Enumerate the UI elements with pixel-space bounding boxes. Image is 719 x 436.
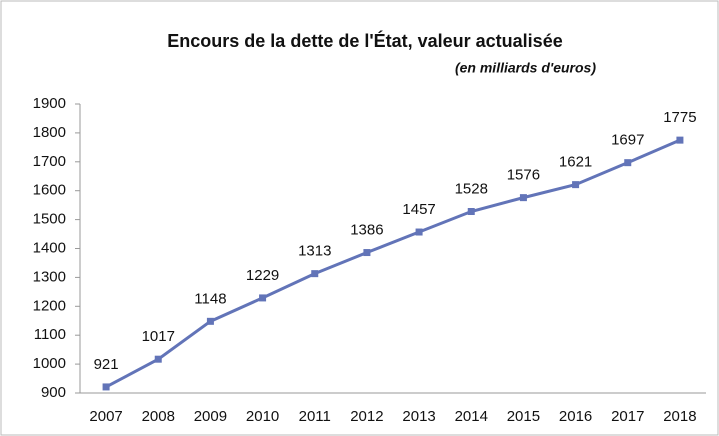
x-tick-label: 2011 [299, 408, 331, 425]
x-tick-label: 2009 [194, 408, 227, 425]
data-label: 1148 [194, 290, 226, 307]
x-tick-label: 2018 [663, 408, 696, 425]
x-tick-label: 2014 [455, 408, 488, 425]
data-label: 1621 [559, 154, 592, 171]
y-tick-label: 1800 [33, 124, 66, 141]
x-tick-label: 2013 [402, 408, 435, 425]
y-tick-label: 1400 [33, 239, 66, 256]
data-point [572, 181, 580, 189]
data-label: 1528 [455, 180, 488, 197]
data-label: 1313 [298, 243, 331, 260]
data-point [415, 228, 423, 236]
x-tick-label: 2015 [507, 408, 540, 425]
data-point [102, 383, 110, 391]
data-line [105, 138, 681, 389]
data-label: 1386 [350, 222, 383, 239]
data-label: 1576 [507, 167, 540, 184]
data-label: 1017 [142, 328, 175, 345]
data-point [676, 136, 684, 144]
chart-title: Encours de la dette de l'État, valeur ac… [167, 30, 562, 51]
y-tick-label: 1600 [33, 182, 66, 199]
y-tick-label: 1200 [33, 297, 66, 314]
x-tick-label: 2016 [559, 408, 592, 425]
data-point [311, 270, 319, 278]
y-tick-label: 1100 [34, 326, 66, 343]
chart-subtitle: (en milliards d'euros) [455, 60, 596, 76]
data-label: 921 [94, 356, 119, 373]
data-point [624, 159, 632, 167]
x-tick-label: 2017 [611, 408, 644, 425]
x-tick-label: 2012 [350, 408, 383, 425]
y-tick-label: 1000 [33, 355, 66, 372]
data-point [519, 194, 527, 202]
y-tick-label: 900 [41, 384, 66, 401]
data-point [363, 249, 371, 257]
data-label: 1457 [402, 201, 435, 218]
data-label: 1775 [663, 109, 696, 126]
data-point [467, 208, 475, 216]
data-point [154, 355, 162, 363]
data-point [206, 317, 214, 325]
y-tick-label: 1700 [33, 153, 66, 170]
data-point [259, 294, 267, 302]
x-tick-label: 2010 [246, 408, 279, 425]
y-tick-label: 1300 [33, 268, 66, 285]
data-label: 1697 [611, 132, 644, 149]
x-tick-label: 2008 [142, 408, 175, 425]
x-tick-label: 2007 [89, 408, 122, 425]
y-tick-label: 1500 [33, 211, 66, 228]
y-tick-label: 1900 [33, 95, 66, 112]
data-label: 1229 [246, 267, 279, 284]
